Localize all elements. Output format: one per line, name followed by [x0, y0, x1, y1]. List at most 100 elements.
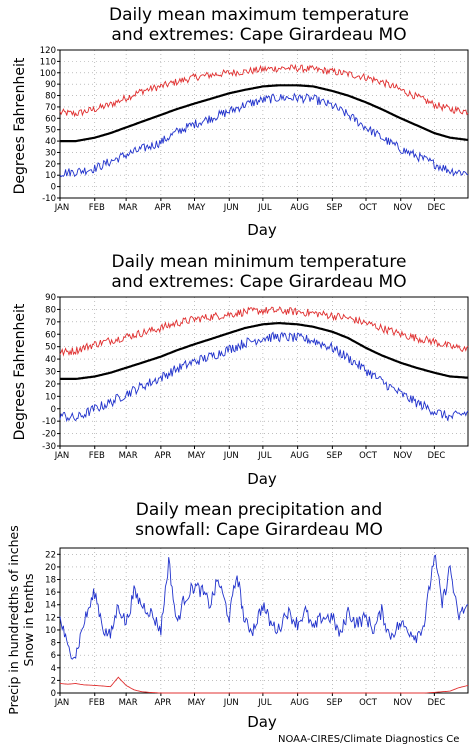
x-tick-label: OCT — [359, 203, 378, 213]
snow-series-line — [59, 676, 469, 694]
y-tick-label: 30 — [45, 368, 56, 378]
y-tick-label: 22 — [45, 550, 56, 560]
y-tick-label: 40 — [45, 355, 56, 365]
y-tick-label: 70 — [45, 318, 56, 328]
mean-series-line — [60, 322, 469, 380]
x-tick-label: AUG — [290, 451, 309, 461]
x-tick-label: FEB — [89, 698, 105, 708]
y-tick-label: 0 — [51, 183, 56, 193]
x-axis-label: Day — [247, 470, 277, 488]
y-tick-label: 14 — [45, 601, 56, 611]
x-tick-label: AUG — [290, 203, 309, 213]
y-tick-label: 50 — [45, 126, 56, 136]
y-tick-label: 120 — [40, 46, 56, 56]
y-tick-label: 10 — [45, 392, 56, 402]
x-tick-label: APR — [154, 451, 171, 461]
y-tick-label: 90 — [45, 293, 56, 303]
x-tick-label: JUL — [257, 203, 272, 213]
x-tick-label: OCT — [359, 451, 378, 461]
x-tick-label: FEB — [89, 203, 105, 213]
y-tick-label: 90 — [45, 80, 56, 90]
y-tick-label: 4 — [51, 664, 56, 674]
y-tick-label: 16 — [45, 588, 56, 598]
y-tick-label: 70 — [45, 103, 56, 113]
y-tick-label: 0 — [51, 405, 56, 415]
x-tick-label: SEP — [326, 451, 342, 461]
x-tick-label: MAR — [119, 451, 138, 461]
y-tick-label: 50 — [45, 343, 56, 353]
chart-title-line: snowfall: Cape Girardeau MO — [135, 520, 383, 540]
x-tick-label: MAY — [188, 203, 206, 213]
x-tick-label: DEC — [427, 203, 445, 213]
y-tick-label: -30 — [42, 442, 56, 452]
x-tick-label: MAR — [119, 203, 138, 213]
y-axis-label: Degrees Fahrenheit — [12, 57, 28, 194]
chart-title-line: and extremes: Cape Girardeau MO — [111, 272, 406, 292]
chart-title-line: Daily mean maximum temperature — [109, 5, 409, 25]
x-axis-label: Day — [247, 221, 277, 239]
x-tick-label: MAY — [188, 698, 206, 708]
x-tick-label: JUN — [223, 203, 239, 213]
x-tick-label: APR — [154, 698, 171, 708]
x-tick-label: JUL — [257, 451, 272, 461]
max-series-line — [59, 63, 469, 118]
y-tick-label: 2 — [51, 676, 56, 686]
x-tick-label: NOV — [393, 203, 412, 213]
x-tick-label: JUN — [223, 698, 239, 708]
x-tick-label: SEP — [326, 203, 342, 213]
max-series-line — [59, 306, 469, 357]
plot-frame — [59, 49, 469, 199]
y-tick-label: 40 — [45, 137, 56, 147]
y-tick-label: 20 — [45, 160, 56, 170]
y-tick-label: -10 — [42, 194, 56, 204]
y-tick-label: 80 — [45, 92, 56, 102]
y-axis-label: Precip in hundredths of inches — [6, 525, 21, 714]
y-tick-label: 12 — [45, 613, 56, 623]
y-tick-label: 8 — [51, 639, 56, 649]
x-tick-label: OCT — [359, 698, 378, 708]
x-tick-label: APR — [154, 203, 171, 213]
y-tick-label: -20 — [42, 430, 56, 440]
footer-credit: NOAA-CIRES/Climate Diagnostics Ce — [278, 734, 459, 745]
y-tick-label: 100 — [40, 69, 56, 79]
y-tick-label: 18 — [45, 576, 56, 586]
precip-series-line — [59, 554, 469, 660]
y-axis-label: Snow in tenths — [21, 574, 36, 667]
x-tick-label: AUG — [290, 698, 309, 708]
x-tick-label: NOV — [393, 451, 412, 461]
y-tick-label: 10 — [45, 626, 56, 636]
y-tick-label: 20 — [45, 380, 56, 390]
y-tick-label: 110 — [40, 57, 56, 67]
x-axis-label: Day — [247, 713, 277, 731]
y-tick-label: 6 — [51, 651, 56, 661]
y-tick-label: 0 — [51, 689, 56, 699]
y-tick-label: 30 — [45, 148, 56, 158]
x-tick-label: JUL — [257, 698, 272, 708]
y-tick-label: 10 — [45, 171, 56, 181]
x-tick-label: NOV — [393, 698, 412, 708]
x-tick-label: DEC — [427, 698, 445, 708]
min-series-line — [59, 92, 469, 178]
y-tick-label: 60 — [45, 330, 56, 340]
min-series-line — [59, 331, 469, 423]
x-tick-label: SEP — [326, 698, 342, 708]
x-tick-label: JAN — [54, 698, 70, 708]
y-tick-label: 20 — [45, 563, 56, 573]
y-tick-label: -10 — [42, 417, 56, 427]
x-tick-label: JAN — [54, 451, 70, 461]
y-tick-label: 60 — [45, 114, 56, 124]
x-tick-label: JAN — [54, 203, 70, 213]
x-tick-label: MAR — [119, 698, 138, 708]
y-tick-label: 80 — [45, 305, 56, 315]
x-tick-label: DEC — [427, 451, 445, 461]
y-axis-label: Degrees Fahrenheit — [12, 303, 28, 440]
x-tick-label: FEB — [89, 451, 105, 461]
chart-title-line: and extremes: Cape Girardeau MO — [111, 25, 406, 45]
plot-frame — [59, 547, 469, 694]
x-tick-label: JUN — [223, 451, 239, 461]
chart-title-line: Daily mean minimum temperature — [112, 252, 407, 272]
